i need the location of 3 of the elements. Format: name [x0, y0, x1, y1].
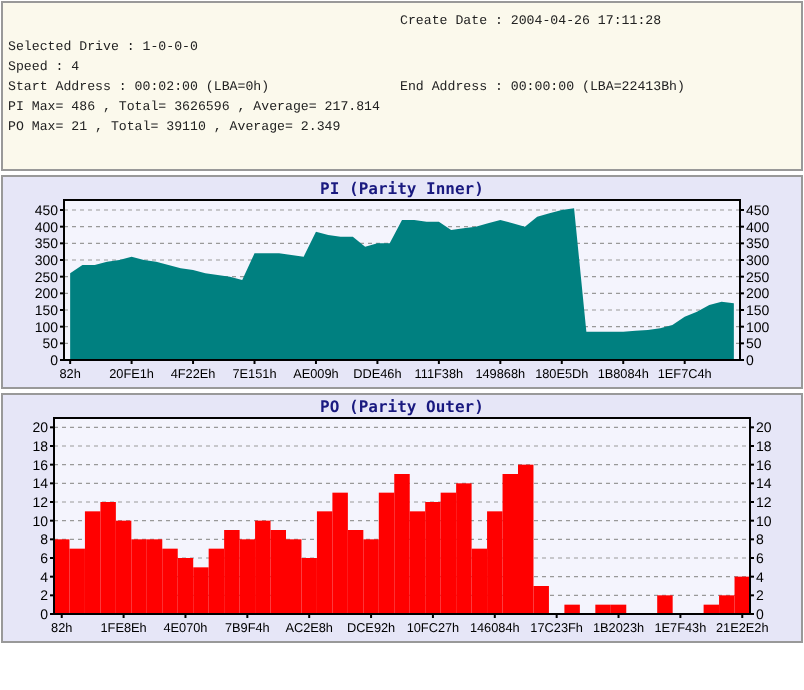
chart-title: PO (Parity Outer) — [320, 398, 484, 416]
chart-title: PI (Parity Inner) — [320, 180, 484, 198]
bar — [657, 595, 673, 614]
